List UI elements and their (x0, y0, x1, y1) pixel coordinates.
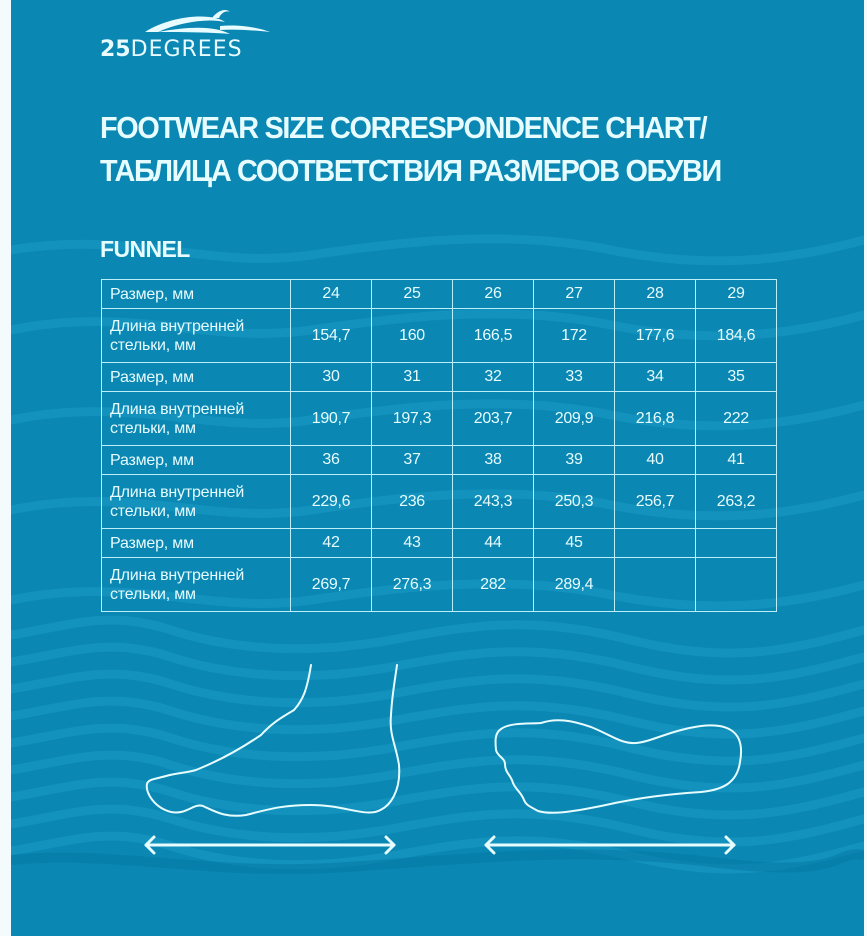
size-cell: 40 (614, 445, 696, 475)
length-cell: 197,3 (371, 391, 453, 446)
size-cell: 27 (533, 279, 615, 309)
length-cell: 263,2 (695, 474, 777, 529)
brand-number: 25 (100, 37, 131, 62)
size-cell: 37 (371, 445, 453, 475)
length-cell: 216,8 (614, 391, 696, 446)
length-cell-empty (614, 557, 696, 612)
size-cell: 31 (371, 362, 453, 392)
size-cell: 38 (452, 445, 534, 475)
length-cell: 250,3 (533, 474, 615, 529)
length-label-line2: стельки, мм (110, 336, 196, 354)
swimmer-swoosh-icon (145, 10, 270, 34)
length-label: Длина внутренней стельки, мм (101, 474, 291, 529)
brand-wordmark: 25DEGREES (100, 37, 243, 62)
size-cell: 34 (614, 362, 696, 392)
length-cell: 289,4 (533, 557, 615, 612)
size-label: Размер, мм (101, 445, 291, 475)
length-label-line2: стельки, мм (110, 585, 196, 603)
length-cell: 166,5 (452, 308, 534, 363)
size-cell: 32 (452, 362, 534, 392)
size-cell: 36 (290, 445, 372, 475)
size-row: Размер, мм 36 37 38 39 40 41 (101, 445, 777, 475)
size-cell-empty (614, 528, 696, 558)
title-russian: ТАБЛИЦА СООТВЕТСТВИЯ РАЗМЕРОВ ОБУВИ (100, 153, 722, 188)
size-cell: 26 (452, 279, 534, 309)
size-row: Размер, мм 24 25 26 27 28 29 (101, 279, 777, 309)
size-label: Размер, мм (101, 528, 291, 558)
size-cell: 44 (452, 528, 534, 558)
length-cell: 177,6 (614, 308, 696, 363)
size-cell: 45 (533, 528, 615, 558)
length-row: Длина внутренней стельки, мм 229,6 236 24… (101, 474, 777, 529)
size-cell: 43 (371, 528, 453, 558)
model-name: FUNNEL (100, 236, 190, 262)
size-cell: 35 (695, 362, 777, 392)
length-label-line2: стельки, мм (110, 502, 196, 520)
length-label-line1: Длина внутренней (110, 483, 245, 501)
length-cell: 203,7 (452, 391, 534, 446)
length-cell: 282 (452, 557, 534, 612)
size-cell: 24 (290, 279, 372, 309)
size-table: Размер, мм 24 25 26 27 28 29 Длина внутр… (101, 279, 777, 612)
size-cell: 33 (533, 362, 615, 392)
length-cell-empty (695, 557, 777, 612)
length-label-line2: стельки, мм (110, 419, 196, 437)
size-label: Размер, мм (101, 362, 291, 392)
length-cell: 160 (371, 308, 453, 363)
length-row: Длина внутренней стельки, мм 190,7 197,3 … (101, 391, 777, 446)
length-cell: 209,9 (533, 391, 615, 446)
size-cell: 28 (614, 279, 696, 309)
size-cell-empty (695, 528, 777, 558)
length-cell: 243,3 (452, 474, 534, 529)
size-cell: 30 (290, 362, 372, 392)
length-cell: 229,6 (290, 474, 372, 529)
length-cell: 172 (533, 308, 615, 363)
length-label-line1: Длина внутренней (110, 317, 245, 335)
brand-name: DEGREES (130, 37, 243, 62)
size-chart-panel: 25DEGREES FOOTWEAR SIZE CORRESPONDENCE C… (11, 0, 864, 936)
length-row: Длина внутренней стельки, мм 269,7 276,3 … (101, 557, 777, 612)
length-cell: 154,7 (290, 308, 372, 363)
size-cell: 39 (533, 445, 615, 475)
size-cell: 29 (695, 279, 777, 309)
length-label: Длина внутренней стельки, мм (101, 391, 291, 446)
length-cell: 190,7 (290, 391, 372, 446)
page-title: FOOTWEAR SIZE CORRESPONDENCE CHART/ ТАБЛ… (100, 106, 722, 192)
length-label-line1: Длина внутренней (110, 566, 245, 584)
length-cell: 236 (371, 474, 453, 529)
size-cell: 41 (695, 445, 777, 475)
length-label: Длина внутренней стельки, мм (101, 557, 291, 612)
length-cell: 222 (695, 391, 777, 446)
size-label: Размер, мм (101, 279, 291, 309)
size-row: Размер, мм 30 31 32 33 34 35 (101, 362, 777, 392)
size-row: Размер, мм 42 43 44 45 (101, 528, 777, 558)
size-cell: 25 (371, 279, 453, 309)
length-row: Длина внутренней стельки, мм 154,7 160 16… (101, 308, 777, 363)
length-cell: 269,7 (290, 557, 372, 612)
length-cell: 276,3 (371, 557, 453, 612)
length-cell: 256,7 (614, 474, 696, 529)
length-label: Длина внутренней стельки, мм (101, 308, 291, 363)
size-cell: 42 (290, 528, 372, 558)
length-label-line1: Длина внутренней (110, 400, 245, 418)
title-english: FOOTWEAR SIZE CORRESPONDENCE CHART/ (100, 110, 708, 145)
length-cell: 184,6 (695, 308, 777, 363)
